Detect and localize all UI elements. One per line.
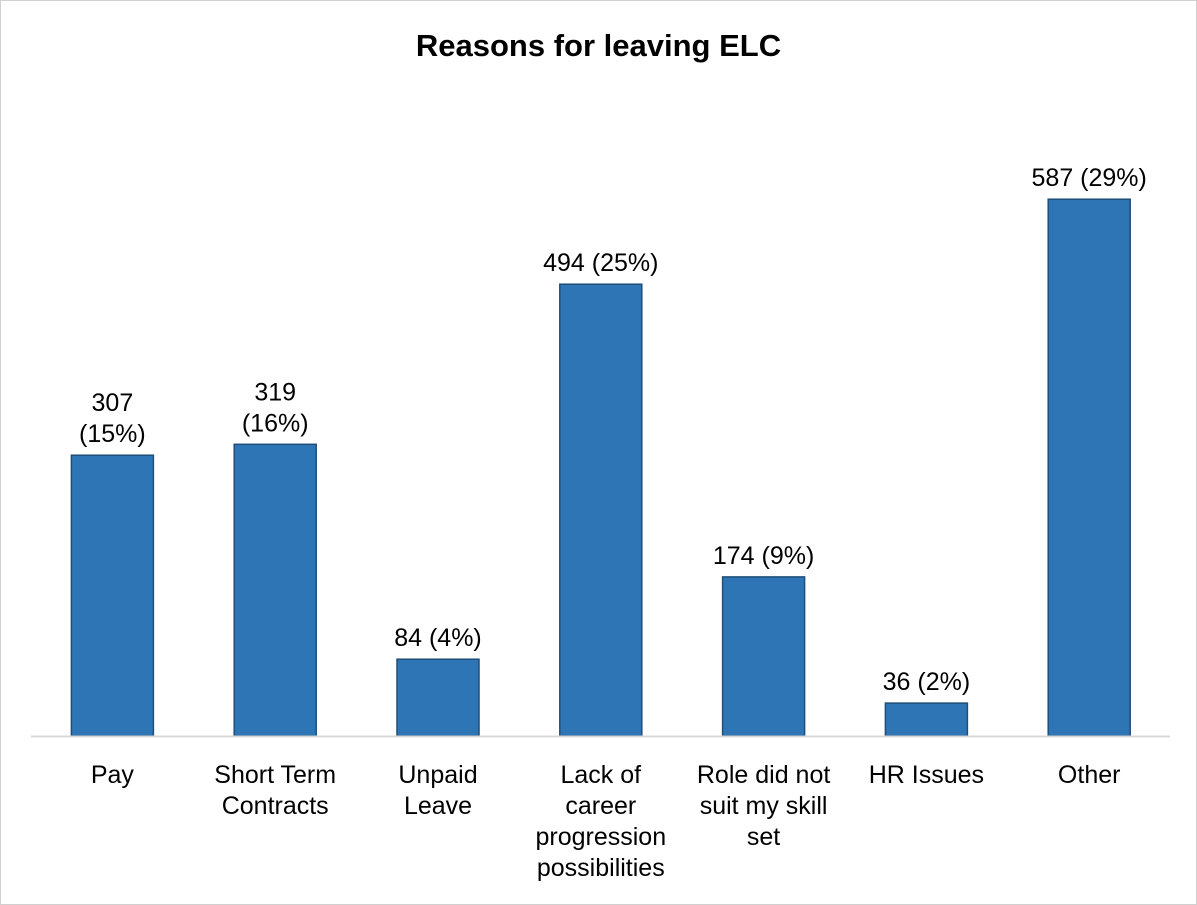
category-labels-layer: Pay Short Term Contracts Unpaid Leave Lack of… — [91, 761, 1121, 882]
data-label-2-0: 84 (4%) — [394, 624, 482, 652]
category-label-6-0: Other — [1058, 761, 1121, 789]
chart-title: Reasons for leaving ELC — [415, 28, 782, 63]
bar-3 — [559, 283, 643, 737]
data-label-0-1: (15%) — [79, 420, 146, 448]
category-label-4-2: set — [747, 823, 780, 851]
data-label-6-0: 587 (29%) — [1032, 164, 1147, 192]
category-label-0-0: Pay — [91, 761, 135, 789]
bar-6 — [1047, 198, 1131, 737]
category-label-5-0: HR Issues — [869, 761, 984, 789]
category-label-4-0: Role did not — [697, 761, 830, 789]
category-label-4-1: suit my skill — [700, 792, 828, 820]
bar-2 — [396, 658, 480, 737]
bar-5 — [884, 702, 969, 737]
category-label-3-0: Lack of — [560, 761, 641, 789]
data-labels-layer: 307 (15%) 319 (16%) 84 (4%) 494 (25%) 174 (9%)… — [79, 164, 1147, 696]
category-label-3-1: career — [565, 792, 636, 820]
bars-layer — [70, 198, 1131, 737]
data-label-4-0: 174 (9%) — [713, 542, 814, 570]
category-label-1-1: Contracts — [222, 792, 329, 820]
category-label-2-1: Leave — [404, 792, 472, 820]
bar-4 — [721, 576, 806, 737]
category-label-1-0: Short Term — [214, 761, 336, 789]
data-label-5-0: 36 (2%) — [883, 668, 971, 696]
category-label-3-2: progression — [535, 823, 666, 851]
data-label-1-1: (16%) — [242, 409, 309, 437]
category-label-3-3: possibilities — [537, 854, 665, 882]
data-label-0-0: 307 — [92, 389, 134, 417]
bar-0 — [70, 454, 155, 737]
bar-1 — [233, 443, 317, 737]
category-label-2-0: Unpaid — [398, 761, 477, 789]
data-label-3-0: 494 (25%) — [543, 249, 658, 277]
data-label-1-0: 319 — [254, 378, 296, 406]
